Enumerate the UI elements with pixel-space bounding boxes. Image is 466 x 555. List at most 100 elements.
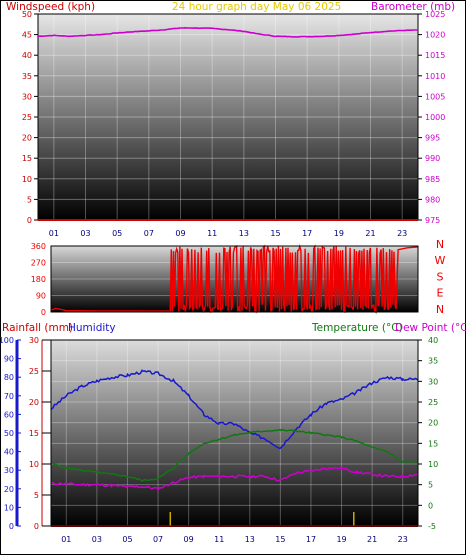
temperature-tick-label: 15 <box>428 439 438 448</box>
rainfall-axis-title: Rainfall (mm) <box>2 322 73 334</box>
temperature-tick-label: 0 <box>428 501 433 510</box>
temperature-tick-label: 5 <box>428 481 433 490</box>
x-tick-label: 23 <box>398 535 408 544</box>
x-tick-label: 21 <box>367 535 377 544</box>
baro-tick-label: 1015 <box>425 51 445 60</box>
humidity-tick-label: 70 <box>4 392 14 401</box>
compass-label: E <box>437 287 444 300</box>
humidity-axis-title: Humidity <box>68 322 116 334</box>
x-tick-label: 17 <box>306 535 316 544</box>
x-tick-label: 11 <box>207 229 217 238</box>
chart-title: 24 hour graph day May 06 2025 <box>172 1 341 13</box>
x-tick-label: 01 <box>49 229 59 238</box>
baro-tick-label: 1005 <box>425 92 445 101</box>
rainfall-tick-label: 5 <box>34 491 39 500</box>
compass-label: N <box>436 303 444 316</box>
baro-tick-label: 980 <box>425 195 440 204</box>
humidity-tick-label: 50 <box>4 429 14 438</box>
wind-tick-label: 20 <box>22 134 32 143</box>
humidity-tick-label: 20 <box>4 485 14 494</box>
wind-baro-panel: 0510152025303540455097598098599099510001… <box>22 10 446 238</box>
x-tick-label: 09 <box>184 535 194 544</box>
temperature-tick-label: 35 <box>428 357 438 366</box>
x-tick-label: 17 <box>302 229 312 238</box>
wind-tick-label: 40 <box>22 51 32 60</box>
plot-background <box>38 14 418 220</box>
wind-direction-line <box>50 243 419 315</box>
plot-border <box>50 245 419 313</box>
x-tick-label: 09 <box>175 229 185 238</box>
direction-tick-label: 270 <box>31 259 46 268</box>
x-tick-label: 05 <box>112 229 122 238</box>
wind-tick-label: 10 <box>22 175 32 184</box>
x-tick-label: 23 <box>397 229 407 238</box>
x-tick-label: 21 <box>365 229 375 238</box>
dewpoint-line <box>50 465 419 492</box>
baro-tick-label: 990 <box>425 154 440 163</box>
compass-label: S <box>437 270 444 283</box>
wind-tick-label: 30 <box>22 92 32 101</box>
baro-tick-label: 1025 <box>425 10 445 19</box>
temperature-tick-label: -5 <box>428 522 436 531</box>
baro-tick-label: 1000 <box>425 113 445 122</box>
x-tick-label: 15 <box>270 229 280 238</box>
x-tick-label: 13 <box>239 229 249 238</box>
temperature-line <box>50 428 419 482</box>
wind-tick-label: 15 <box>22 154 32 163</box>
humidity-tick-label: 10 <box>4 503 14 512</box>
humidity-tick-label: 0 <box>9 522 14 531</box>
x-tick-label: 11 <box>214 535 224 544</box>
x-tick-label: 19 <box>334 229 344 238</box>
rainfall-tick-label: 25 <box>29 367 39 376</box>
x-tick-label: 03 <box>80 229 90 238</box>
baro-tick-label: 975 <box>425 216 440 225</box>
wind-tick-label: 0 <box>27 216 32 225</box>
baro-axis-title: Barometer (mb) <box>371 1 455 13</box>
dewpoint-axis-title: Dew Point (°C) <box>395 322 466 334</box>
humidity-tick-label: 90 <box>4 355 14 364</box>
x-tick-label: 15 <box>275 535 285 544</box>
temperature-tick-label: 30 <box>428 377 438 386</box>
rainfall-tick-label: 0 <box>34 522 39 531</box>
rainfall-tick-label: 20 <box>29 398 39 407</box>
x-tick-label: 01 <box>61 535 71 544</box>
baro-tick-label: 1010 <box>425 72 445 81</box>
direction-tick-label: 180 <box>31 275 46 284</box>
compass-label: N <box>436 238 444 251</box>
temp-humidity-panel: 0102030405060708090100051015202530-50510… <box>0 336 438 544</box>
baro-tick-label: 1020 <box>425 31 445 40</box>
plot-border <box>50 339 419 527</box>
humidity-tick-label: 60 <box>4 410 14 419</box>
humidity-tick-label: 30 <box>4 466 14 475</box>
humidity-tick-label: 40 <box>4 448 14 457</box>
temperature-axis-title: Temperature (°C) <box>311 322 403 334</box>
x-tick-label: 07 <box>153 535 163 544</box>
temperature-tick-label: 25 <box>428 398 438 407</box>
direction-tick-label: 0 <box>41 308 46 317</box>
temperature-tick-label: 20 <box>428 419 438 428</box>
baro-tick-label: 995 <box>425 134 440 143</box>
wind-tick-label: 45 <box>22 31 32 40</box>
direction-tick-label: 360 <box>31 242 46 251</box>
wind-tick-label: 5 <box>27 195 32 204</box>
direction-tick-label: 90 <box>36 292 46 301</box>
wind-tick-label: 35 <box>22 72 32 81</box>
wind-axis-title: Windspeed (kph) <box>6 1 95 13</box>
rainfall-tick-label: 30 <box>29 336 39 345</box>
rainfall-tick-label: 10 <box>29 460 39 469</box>
temperature-tick-label: 40 <box>428 336 438 345</box>
humidity-tick-label: 100 <box>0 336 14 345</box>
baro-tick-label: 985 <box>425 175 440 184</box>
wind-tick-label: 25 <box>22 113 32 122</box>
humidity-line <box>50 369 419 450</box>
x-tick-label: 13 <box>245 535 255 544</box>
barometer-line <box>37 26 419 38</box>
plot-background <box>51 340 418 526</box>
wind-tick-label: 50 <box>22 10 32 19</box>
x-tick-label: 03 <box>92 535 102 544</box>
x-tick-label: 05 <box>122 535 132 544</box>
x-tick-label: 07 <box>144 229 154 238</box>
humidity-tick-label: 80 <box>4 373 14 382</box>
